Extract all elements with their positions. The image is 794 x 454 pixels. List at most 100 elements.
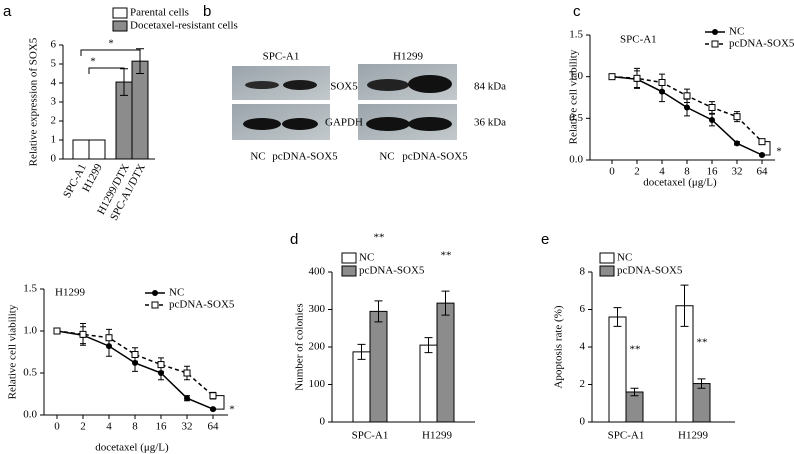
error-bar xyxy=(136,48,144,74)
panel-letter: d xyxy=(290,231,298,248)
legend-marker xyxy=(152,290,158,296)
y-tick-label: 1.0 xyxy=(569,70,583,82)
y-tick-label: 0 xyxy=(51,153,57,165)
y-tick-label: 4 xyxy=(51,77,57,89)
protein-label: SOX5 xyxy=(330,81,358,93)
y-tick-label: 0 xyxy=(320,416,326,428)
plot-title: H1299 xyxy=(55,287,85,299)
marker xyxy=(733,113,741,121)
error-bar xyxy=(374,300,383,323)
bar xyxy=(436,302,455,423)
y-tick-label: 2 xyxy=(580,378,586,390)
y-tick-label: 2 xyxy=(51,115,57,127)
y-tick-label: 1.5 xyxy=(23,283,37,295)
y-tick-label: 0.0 xyxy=(569,154,583,166)
x-tick-label: 32 xyxy=(182,421,193,433)
x-tick-label: 64 xyxy=(757,166,769,178)
marker xyxy=(709,117,715,123)
legend-label: NC xyxy=(359,252,374,264)
y-tick-label: 6 xyxy=(51,39,57,51)
legend-label: pcDNA-SOX5 xyxy=(617,265,683,277)
x-tick-label: 0 xyxy=(54,421,60,433)
protein-label: GAPDH xyxy=(325,117,363,129)
annotation: ** xyxy=(697,337,708,349)
lane-label: NC xyxy=(379,151,394,163)
bar xyxy=(131,60,149,160)
x-tick-label: 8 xyxy=(684,166,690,178)
y-axis-label: Number of colonies xyxy=(294,303,306,390)
error-bar xyxy=(424,337,433,354)
bar xyxy=(88,139,106,160)
marker xyxy=(758,138,766,146)
y-tick-label: 0 xyxy=(580,416,586,428)
significance-bracket xyxy=(765,141,771,156)
lane-label: pcDNA-SOX5 xyxy=(402,151,468,163)
x-tick-label: 16 xyxy=(707,166,719,178)
marker xyxy=(210,406,216,413)
blot-band xyxy=(366,117,410,131)
marker xyxy=(184,395,190,402)
x-tick-label: SPC-A1 xyxy=(608,430,645,442)
legend-label: NC xyxy=(729,26,744,38)
annotation: * xyxy=(229,404,235,416)
legend-marker xyxy=(712,29,718,35)
y-tick-label: 200 xyxy=(309,341,326,353)
blot-band xyxy=(282,118,318,130)
error-bar xyxy=(357,343,366,360)
x-tick-label: 2 xyxy=(634,166,640,178)
y-axis-label: Relative expression of SOX5 xyxy=(28,37,40,166)
y-tick-label: 0.0 xyxy=(23,409,37,421)
y-tick-label: 4 xyxy=(580,341,586,353)
y-tick-label: 8 xyxy=(580,266,586,278)
error-bar xyxy=(441,290,450,316)
legend-swatch xyxy=(341,265,357,277)
marker xyxy=(209,392,217,400)
marker xyxy=(131,351,139,359)
marker xyxy=(157,361,165,369)
x-tick-label: SPC-A1 xyxy=(352,430,389,442)
marker xyxy=(105,334,113,342)
legend-label: NC xyxy=(169,287,184,299)
marker xyxy=(608,73,616,81)
marker xyxy=(684,104,690,111)
legend-swatch xyxy=(341,252,357,264)
panel-letter: e xyxy=(541,231,549,248)
bar xyxy=(352,351,371,423)
western-blot: b SPC-A1 H1299 SOX5 GAPDH 84 kDa 36 kDa … xyxy=(203,3,506,163)
annotation: * xyxy=(776,146,782,158)
x-tick-label: 8 xyxy=(132,421,138,433)
legend-swatch xyxy=(112,7,128,19)
y-tick-label: 1.5 xyxy=(569,29,583,41)
blot-group-title: SPC-A1 xyxy=(263,51,300,63)
y-tick-label: 0.5 xyxy=(23,367,37,379)
y-tick-label: 3 xyxy=(51,96,57,108)
x-axis-label: docetaxel (μg/L) xyxy=(95,442,169,454)
annotation: ** xyxy=(374,232,385,244)
legend-label: pcDNA-SOX5 xyxy=(169,299,235,311)
marker xyxy=(759,152,765,158)
significance-bracket xyxy=(216,395,225,410)
blot-band xyxy=(243,118,281,130)
bar xyxy=(369,310,388,423)
lane-label: NC xyxy=(250,151,265,163)
x-tick-label: 64 xyxy=(208,421,220,433)
lane-label: pcDNA-SOX5 xyxy=(272,151,338,163)
legend-swatch xyxy=(599,252,615,264)
blot-band xyxy=(283,80,317,90)
y-tick-label: 1.0 xyxy=(23,325,37,337)
marker xyxy=(79,330,87,338)
x-tick-label: 0 xyxy=(609,166,615,178)
plot-title: SPC-A1 xyxy=(620,34,657,46)
size-label: 36 kDa xyxy=(474,117,506,129)
y-tick-label: 400 xyxy=(309,266,326,278)
annotation: * xyxy=(108,38,114,50)
legend-label: pcDNA-SOX5 xyxy=(729,38,794,50)
marker xyxy=(633,74,641,82)
legend-marker xyxy=(151,301,159,309)
marker xyxy=(683,92,691,100)
y-tick-label: 100 xyxy=(309,378,326,390)
legend-swatch xyxy=(112,20,128,32)
significance-bracket xyxy=(88,67,125,74)
panel-letter: b xyxy=(203,3,211,20)
